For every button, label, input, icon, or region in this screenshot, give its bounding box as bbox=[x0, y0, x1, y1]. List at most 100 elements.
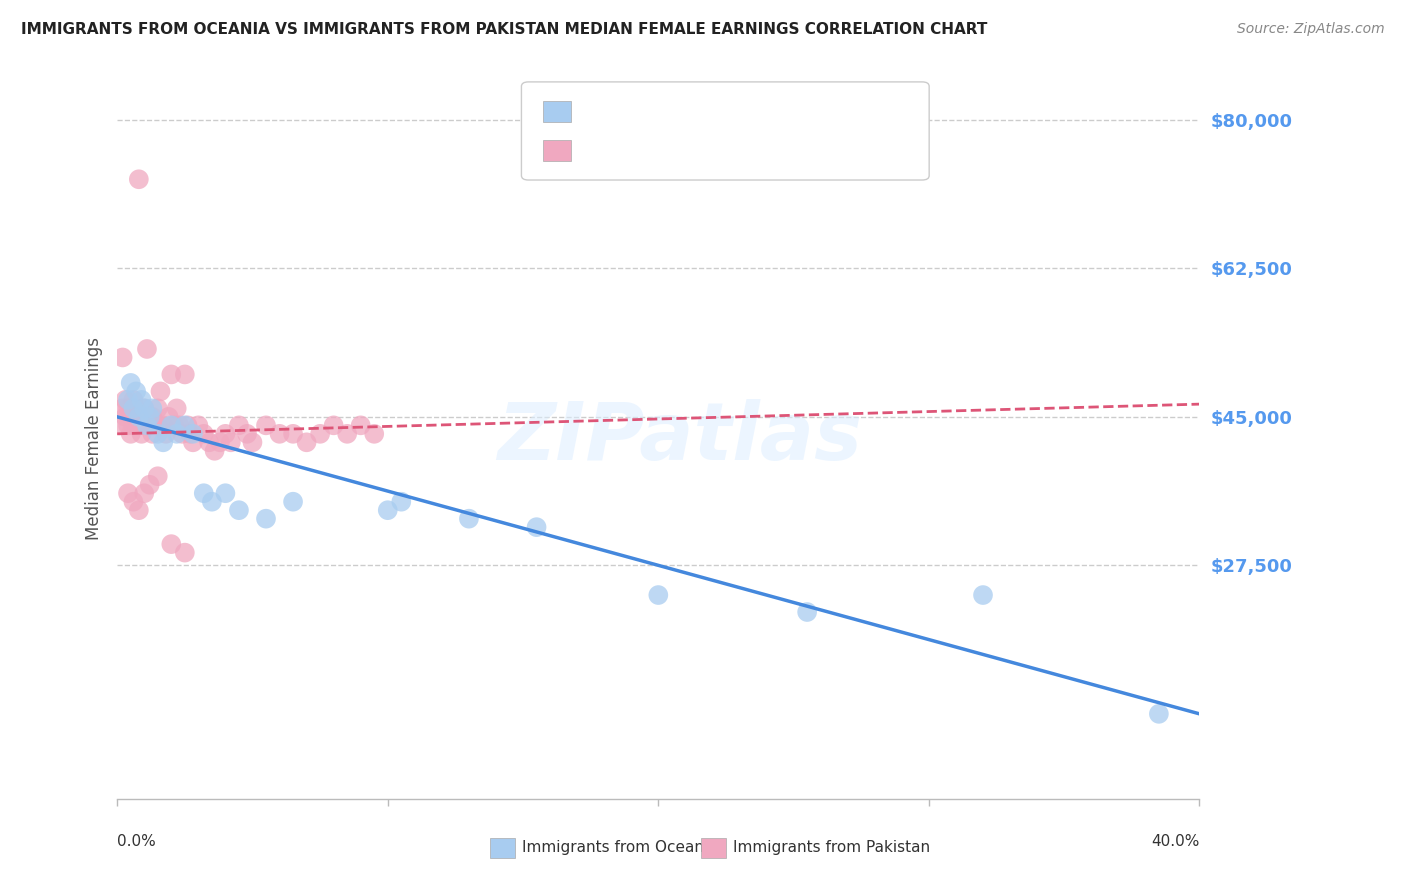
Point bbox=[141, 426, 163, 441]
Point bbox=[269, 426, 291, 441]
Point bbox=[322, 418, 344, 433]
Text: Immigrants from Pakistan: Immigrants from Pakistan bbox=[733, 840, 929, 855]
Point bbox=[166, 401, 188, 416]
Text: 30: 30 bbox=[779, 103, 800, 120]
Point bbox=[146, 401, 169, 416]
Text: N =: N = bbox=[713, 103, 778, 120]
Point bbox=[136, 418, 159, 433]
Point bbox=[173, 368, 195, 382]
Text: R =: R = bbox=[582, 103, 626, 120]
Point bbox=[146, 418, 169, 433]
Point bbox=[336, 426, 359, 441]
Point bbox=[128, 418, 150, 433]
Point bbox=[647, 588, 669, 602]
Point bbox=[173, 546, 195, 560]
Point bbox=[138, 418, 160, 433]
Point bbox=[134, 418, 156, 433]
Point bbox=[309, 426, 332, 441]
Point bbox=[136, 418, 159, 433]
Point bbox=[122, 401, 145, 416]
Y-axis label: Median Female Earnings: Median Female Earnings bbox=[86, 336, 103, 540]
Point bbox=[201, 494, 224, 508]
Point bbox=[166, 426, 188, 441]
Point bbox=[281, 426, 304, 441]
Point bbox=[134, 486, 156, 500]
Point bbox=[128, 172, 150, 186]
Point bbox=[172, 426, 194, 441]
Point bbox=[228, 503, 250, 517]
Point bbox=[117, 486, 139, 500]
Point bbox=[125, 401, 148, 416]
Point bbox=[160, 537, 183, 551]
Point bbox=[152, 435, 174, 450]
Point bbox=[122, 418, 145, 433]
Point bbox=[458, 511, 481, 525]
Point bbox=[122, 392, 145, 407]
Point bbox=[117, 418, 139, 433]
Point bbox=[236, 426, 259, 441]
Point bbox=[114, 392, 136, 407]
Point bbox=[138, 409, 160, 424]
Point bbox=[242, 435, 264, 450]
Point bbox=[169, 418, 191, 433]
Text: 0.033: 0.033 bbox=[624, 142, 689, 160]
Point bbox=[138, 409, 160, 424]
Point bbox=[108, 418, 131, 433]
Point bbox=[796, 605, 818, 619]
Point bbox=[163, 418, 186, 433]
Point bbox=[173, 418, 195, 433]
Point bbox=[176, 418, 198, 433]
Point bbox=[160, 368, 183, 382]
Point bbox=[181, 435, 204, 450]
Point bbox=[125, 384, 148, 399]
Point bbox=[350, 418, 373, 433]
Point bbox=[134, 401, 156, 416]
Text: R =: R = bbox=[582, 142, 626, 160]
Point bbox=[204, 443, 226, 458]
Point bbox=[254, 418, 277, 433]
Point bbox=[138, 477, 160, 491]
Point bbox=[377, 503, 399, 517]
Point bbox=[187, 418, 209, 433]
Point bbox=[389, 494, 412, 508]
Point bbox=[155, 426, 177, 441]
Text: Source: ZipAtlas.com: Source: ZipAtlas.com bbox=[1237, 22, 1385, 37]
Point bbox=[526, 520, 548, 534]
Point bbox=[120, 376, 142, 390]
Point bbox=[181, 426, 204, 441]
Point bbox=[157, 409, 180, 424]
Point bbox=[128, 503, 150, 517]
Point bbox=[141, 409, 163, 424]
Point bbox=[122, 494, 145, 508]
Text: Immigrants from Oceania: Immigrants from Oceania bbox=[522, 840, 717, 855]
Point bbox=[193, 426, 215, 441]
Point bbox=[208, 435, 231, 450]
Point bbox=[146, 469, 169, 483]
Point bbox=[117, 401, 139, 416]
Point bbox=[198, 435, 221, 450]
Text: 40.0%: 40.0% bbox=[1152, 834, 1199, 849]
Point bbox=[120, 426, 142, 441]
Text: 0.0%: 0.0% bbox=[117, 834, 156, 849]
Point bbox=[128, 409, 150, 424]
Point bbox=[214, 486, 236, 500]
Point bbox=[149, 384, 172, 399]
Point bbox=[131, 426, 153, 441]
Point bbox=[1147, 706, 1170, 721]
Point bbox=[254, 511, 277, 525]
Point bbox=[152, 418, 174, 433]
Point bbox=[120, 409, 142, 424]
Point bbox=[125, 409, 148, 424]
Text: -0.480: -0.480 bbox=[624, 103, 689, 120]
Point bbox=[179, 426, 201, 441]
Point bbox=[136, 342, 159, 356]
Point bbox=[214, 426, 236, 441]
Point bbox=[146, 426, 169, 441]
Point bbox=[295, 435, 318, 450]
Point bbox=[131, 392, 153, 407]
Point bbox=[143, 418, 166, 433]
Text: N =: N = bbox=[713, 142, 778, 160]
Point bbox=[131, 409, 153, 424]
Point bbox=[193, 486, 215, 500]
Point bbox=[281, 494, 304, 508]
